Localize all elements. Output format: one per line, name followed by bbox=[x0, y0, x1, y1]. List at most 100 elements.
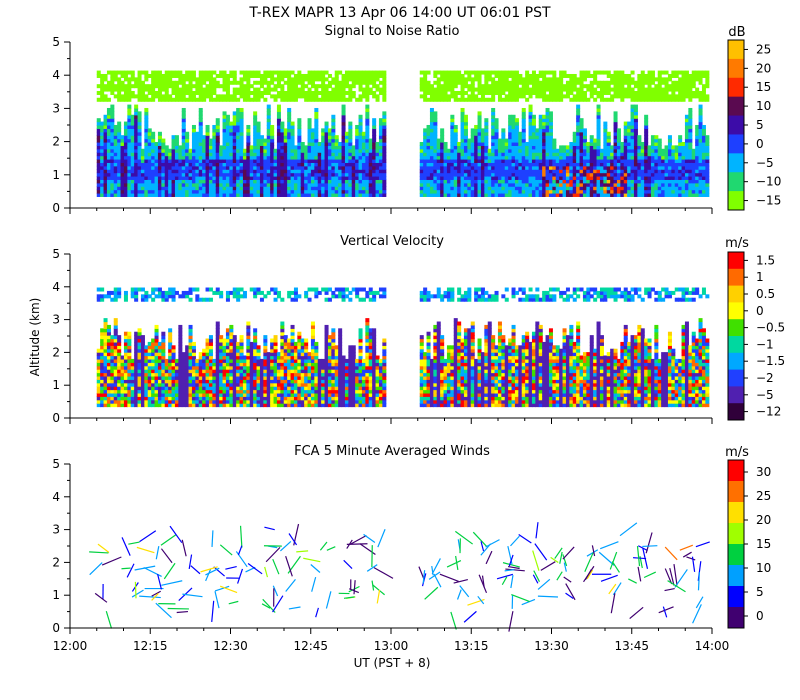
heatmap-cell bbox=[650, 90, 655, 95]
heatmap-cell bbox=[96, 379, 101, 384]
heatmap-cell bbox=[188, 70, 193, 75]
heatmap-cell bbox=[630, 90, 635, 95]
heatmap-cell bbox=[477, 182, 482, 187]
heatmap-cell bbox=[205, 189, 210, 194]
heatmap-cell bbox=[110, 386, 115, 391]
heatmap-cell bbox=[134, 118, 139, 123]
heatmap-cell bbox=[117, 358, 122, 363]
heatmap-cell bbox=[678, 90, 683, 95]
heatmap-cell bbox=[678, 172, 683, 177]
heatmap-cell bbox=[528, 131, 533, 136]
heatmap-cell bbox=[355, 124, 360, 129]
heatmap-cell bbox=[110, 369, 115, 374]
heatmap-cell bbox=[314, 175, 319, 180]
heatmap-cell bbox=[161, 155, 166, 160]
heatmap-cell bbox=[307, 94, 312, 99]
heatmap-cell bbox=[127, 107, 132, 112]
heatmap-cell bbox=[368, 148, 373, 153]
heatmap-cell bbox=[134, 121, 139, 126]
heatmap-cell bbox=[110, 382, 115, 387]
heatmap-cell bbox=[185, 165, 190, 170]
heatmap-cell bbox=[610, 148, 615, 153]
heatmap-cell bbox=[232, 87, 237, 92]
heatmap-cell bbox=[225, 162, 230, 167]
heatmap-cell bbox=[324, 172, 329, 177]
heatmap-cell bbox=[633, 131, 638, 136]
heatmap-cell bbox=[470, 152, 475, 157]
heatmap-cell bbox=[140, 155, 145, 160]
heatmap-cell bbox=[637, 158, 642, 163]
heatmap-cell bbox=[246, 141, 251, 146]
heatmap-cell bbox=[191, 152, 196, 157]
heatmap-cell bbox=[113, 386, 118, 391]
heatmap-cell bbox=[443, 186, 448, 191]
heatmap-cell bbox=[559, 162, 564, 167]
heatmap-cell bbox=[555, 84, 560, 89]
heatmap-cell bbox=[297, 141, 302, 146]
heatmap-cell bbox=[348, 77, 353, 82]
heatmap-cell bbox=[263, 162, 268, 167]
heatmap-cell bbox=[181, 165, 186, 170]
heatmap-cell bbox=[331, 145, 336, 150]
heatmap-cell bbox=[698, 135, 703, 140]
colorbar-label: −15 bbox=[756, 194, 781, 208]
heatmap-cell bbox=[433, 186, 438, 191]
heatmap-cell bbox=[579, 179, 584, 184]
heatmap-cell bbox=[579, 189, 584, 194]
heatmap-cell bbox=[304, 155, 309, 160]
heatmap-cell bbox=[691, 155, 696, 160]
heatmap-cell bbox=[576, 182, 581, 187]
heatmap-cell bbox=[419, 70, 424, 75]
heatmap-cell bbox=[596, 138, 601, 143]
heatmap-cell bbox=[616, 152, 621, 157]
heatmap-cell bbox=[287, 87, 292, 92]
heatmap-cell bbox=[191, 148, 196, 153]
heatmap-cell bbox=[324, 162, 329, 167]
heatmap-cell bbox=[562, 162, 567, 167]
heatmap-cell bbox=[671, 87, 676, 92]
heatmap-cell bbox=[137, 87, 142, 92]
heatmap-cell bbox=[225, 179, 230, 184]
heatmap-cell bbox=[419, 145, 424, 150]
heatmap-cell bbox=[198, 111, 203, 116]
heatmap-cell bbox=[246, 165, 251, 170]
heatmap-cell bbox=[593, 175, 598, 180]
heatmap-cell bbox=[117, 338, 122, 343]
heatmap-cell bbox=[382, 175, 387, 180]
heatmap-cell bbox=[280, 124, 285, 129]
heatmap-cell bbox=[219, 189, 224, 194]
heatmap-cell bbox=[664, 90, 669, 95]
heatmap-cell bbox=[202, 152, 207, 157]
heatmap-cell bbox=[266, 73, 271, 78]
heatmap-cell bbox=[528, 118, 533, 123]
heatmap-cell bbox=[606, 80, 611, 85]
heatmap-cell bbox=[453, 192, 458, 197]
heatmap-cell bbox=[236, 155, 241, 160]
heatmap-cell bbox=[331, 131, 336, 136]
heatmap-cell bbox=[314, 172, 319, 177]
heatmap-cell bbox=[630, 128, 635, 133]
heatmap-cell bbox=[304, 169, 309, 174]
heatmap-cell bbox=[232, 165, 237, 170]
heatmap-cell bbox=[477, 77, 482, 82]
heatmap-cell bbox=[450, 73, 455, 78]
heatmap-cell bbox=[110, 155, 115, 160]
heatmap-cell bbox=[538, 73, 543, 78]
heatmap-cell bbox=[100, 341, 105, 346]
heatmap-cell bbox=[168, 152, 173, 157]
heatmap-cell bbox=[161, 94, 166, 99]
heatmap-cell bbox=[208, 189, 213, 194]
heatmap-cell bbox=[511, 165, 516, 170]
heatmap-cell bbox=[181, 128, 186, 133]
heatmap-cell bbox=[314, 73, 319, 78]
heatmap-cell bbox=[348, 162, 353, 167]
heatmap-cell bbox=[528, 111, 533, 116]
heatmap-cell bbox=[586, 186, 591, 191]
heatmap-cell bbox=[293, 155, 298, 160]
heatmap-cell bbox=[545, 70, 550, 75]
heatmap-cell bbox=[630, 104, 635, 109]
heatmap-cell bbox=[630, 121, 635, 126]
heatmap-cell bbox=[491, 128, 496, 133]
heatmap-cell bbox=[501, 131, 506, 136]
heatmap-cell bbox=[674, 70, 679, 75]
